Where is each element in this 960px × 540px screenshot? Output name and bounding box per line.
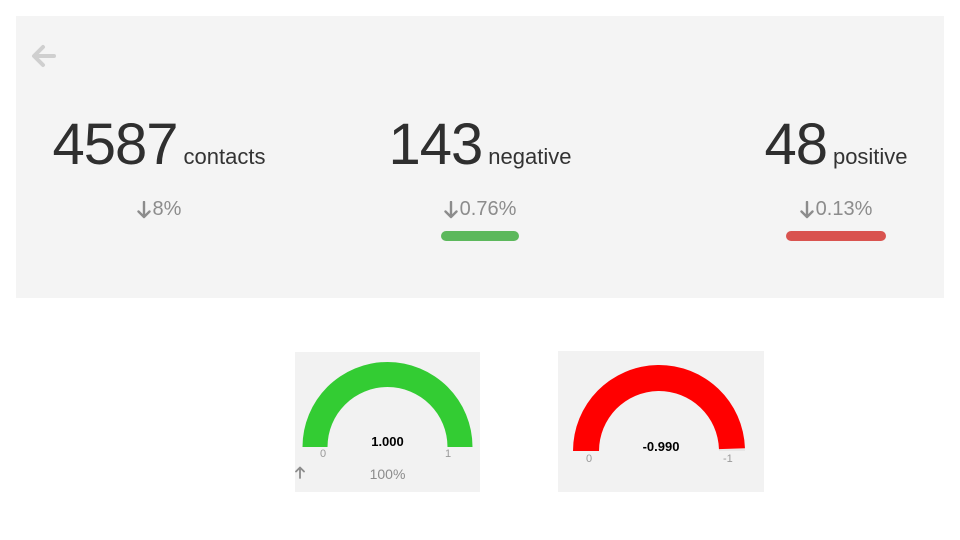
gauge-chart [573,364,745,451]
contacts-count: 4587 [52,112,179,177]
gauge-card-negative: -0.990 0 -1 [558,351,764,492]
stats-panel: 4587 contacts 8% 143 negative 0.76% 48 p… [16,16,944,298]
stat-negative: 143 negative 0.76% [382,116,578,241]
arrow-left-icon [32,45,56,67]
arrow-down-icon [136,200,151,218]
negative-change: 0.76% [443,198,517,221]
arrow-down-icon [799,200,814,218]
positive-change: 0.13% [799,198,873,221]
gauge-change-value: 100% [369,466,406,482]
gauge-min-label: 0 [586,453,593,465]
contacts-unit: contacts [183,144,266,169]
negative-unit: negative [488,144,572,169]
positive-change-value: 0.13% [815,198,873,220]
positive-indicator-bar [786,231,886,241]
gauge-value: 1.000 [371,434,404,449]
stat-positive: 48 positive 0.13% [758,116,914,241]
contacts-change-value: 8% [152,198,182,220]
gauge-card-positive: 1.000 0 1 100% [295,352,480,492]
positive-count: 48 [764,112,828,177]
gauge-value: -0.990 [642,439,680,454]
positive-unit: positive [832,144,908,169]
gauge-max-label: -1 [723,453,733,465]
back-button[interactable] [28,40,60,72]
gauge-fill [302,362,473,447]
contacts-change: 8% [136,198,182,221]
arrow-down-icon [443,200,458,218]
negative-indicator-bar [441,231,519,241]
stat-contacts: 4587 contacts 8% [44,116,274,221]
gauge-chart [302,362,473,447]
arrow-up-icon [295,466,305,479]
gauge-change: 100% [295,466,480,482]
gauge-min-label: 0 [320,448,327,460]
negative-count: 143 [388,112,484,177]
negative-change-value: 0.76% [459,198,517,220]
gauge-fill [573,364,745,451]
gauge-max-label: 1 [445,448,452,460]
